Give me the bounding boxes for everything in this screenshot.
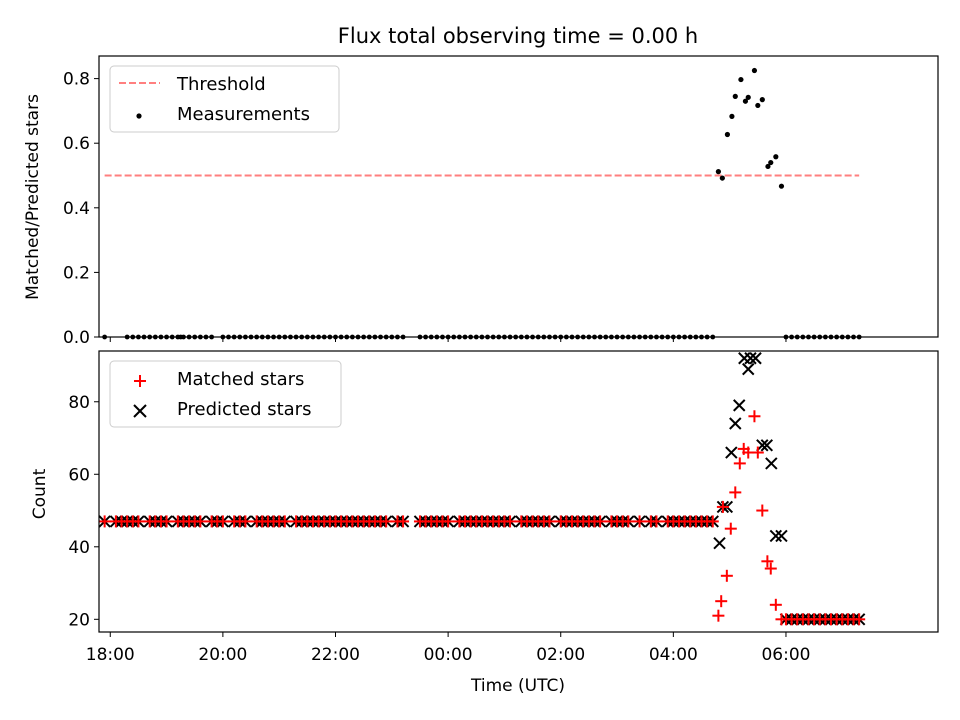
top-axes-frame <box>98 55 939 338</box>
matched-star-point <box>761 555 774 568</box>
top-x-ticks <box>109 337 787 342</box>
matched-star-point <box>724 522 737 535</box>
measurement-point <box>715 169 721 175</box>
bottom-x-ticks: 18:00 20:00 22:00 00:00 02:00 04:00 06:00 <box>86 632 810 665</box>
x-tick-label: 18:00 <box>86 645 135 665</box>
top-legend-box <box>109 65 340 133</box>
legend-matched-label: Matched stars <box>177 369 304 390</box>
predicted-star-point <box>760 439 774 452</box>
top-legend: Threshold Measurements <box>109 65 340 133</box>
matched-star-point <box>594 515 607 528</box>
measurement-point <box>765 163 771 170</box>
bottom-legend-box <box>109 360 342 428</box>
top-y-tick-label: 0.4 <box>63 199 90 219</box>
measurement-point <box>755 102 761 109</box>
matched-star-point <box>194 515 207 528</box>
matched-star-point <box>716 500 729 513</box>
matched-star-point <box>622 515 635 528</box>
predicted-star-point <box>713 536 726 550</box>
matched-star-point <box>504 515 517 528</box>
top-y-tick-label: 0.6 <box>63 134 90 154</box>
bottom-y-ticks: 20 40 60 80 <box>68 393 99 630</box>
bottom-y-tick-label: 20 <box>68 610 90 630</box>
matched-star-point <box>650 515 663 528</box>
predicted-star-point <box>765 457 778 470</box>
matched-star-point <box>756 504 769 517</box>
chart-title: Flux total observing time = 0.00 h <box>338 24 698 48</box>
matched-star-point <box>543 515 556 528</box>
measurement-point <box>742 98 749 104</box>
measurement-point <box>729 113 735 119</box>
measurement-point <box>719 175 725 181</box>
matched-star-point <box>751 446 764 459</box>
measurement-point <box>768 159 774 166</box>
matched-star-point <box>380 515 393 528</box>
x-axis-label: Time (UTC) <box>470 676 565 696</box>
legend-threshold-label: Threshold <box>176 74 266 95</box>
x-tick-label: 02:00 <box>536 645 585 665</box>
matched-star-point <box>278 515 291 528</box>
x-tick-label: 04:00 <box>649 645 698 665</box>
bottom-plot-area <box>98 352 866 626</box>
legend-predicted-label: Predicted stars <box>177 399 311 420</box>
matched-star-point <box>769 598 782 611</box>
bottom-y-tick-label: 40 <box>68 538 90 558</box>
bottom-panel: 20 40 60 80 18:00 20:00 22:00 00:00 02:00 04:00 0… <box>30 350 939 696</box>
matched-star-point <box>729 486 742 499</box>
measurement-point <box>745 94 751 100</box>
x-tick-label: 06:00 <box>761 645 810 665</box>
measurement-point <box>738 76 744 83</box>
predicted-star-point <box>775 529 788 543</box>
matched-star-point <box>397 515 410 528</box>
top-y-tick-label: 0.0 <box>63 328 90 348</box>
top-y-ticks: 0.0 0.2 0.4 0.6 0.8 <box>63 70 99 348</box>
predicted-star-point <box>742 362 755 376</box>
bottom-axes-frame <box>98 350 939 633</box>
measurement-point <box>773 154 779 160</box>
matched-star-point <box>748 410 761 423</box>
predicted-star-point <box>749 352 762 365</box>
top-y-axis-label: Matched/Predicted stars <box>23 94 43 300</box>
matched-star-point <box>715 595 728 608</box>
predicted-star-point <box>725 446 738 459</box>
predicted-star-point <box>744 352 757 365</box>
matched-star-point <box>733 457 746 470</box>
x-tick-label: 20:00 <box>198 645 247 665</box>
predicted-star-point <box>733 399 746 412</box>
measurement-point <box>759 97 765 103</box>
matched-star-point <box>706 515 719 528</box>
measurement-point <box>778 183 785 189</box>
matched-star-point <box>132 515 145 528</box>
matched-star-point <box>239 515 252 528</box>
legend-measurements-label: Measurements <box>177 104 310 125</box>
measurement-point <box>732 93 738 99</box>
predicted-star-point <box>729 417 742 430</box>
matched-star-point <box>216 515 229 528</box>
x-tick-label: 00:00 <box>424 645 473 665</box>
matched-star-point <box>98 515 111 528</box>
legend-matched-swatch <box>134 375 146 387</box>
matched-star-point <box>160 515 173 528</box>
top-y-tick-label: 0.2 <box>63 263 90 283</box>
bottom-y-tick-label: 80 <box>68 393 90 413</box>
bottom-legend: Matched stars Predicted stars <box>109 360 342 428</box>
measurement-point <box>751 67 758 74</box>
legend-measurements-swatch <box>136 113 142 119</box>
measurement-point <box>724 131 731 138</box>
matched-star-point <box>764 562 777 575</box>
predicted-star-point <box>769 529 783 543</box>
legend-predicted-swatch <box>133 404 147 418</box>
matched-star-point <box>853 613 866 626</box>
matched-star-point <box>720 569 733 582</box>
matched-star-point <box>712 609 725 622</box>
top-panel: 0.00.20.40.60.8 Matched/Predicted stars … <box>23 55 939 348</box>
top-y-tick-label: 0.8 <box>63 70 90 90</box>
bottom-y-axis-label: Count <box>30 468 50 519</box>
bottom-y-tick-label: 60 <box>68 465 90 485</box>
matched-star-point <box>633 515 646 528</box>
matched-star-point <box>442 515 455 528</box>
x-tick-label: 22:00 <box>311 645 360 665</box>
